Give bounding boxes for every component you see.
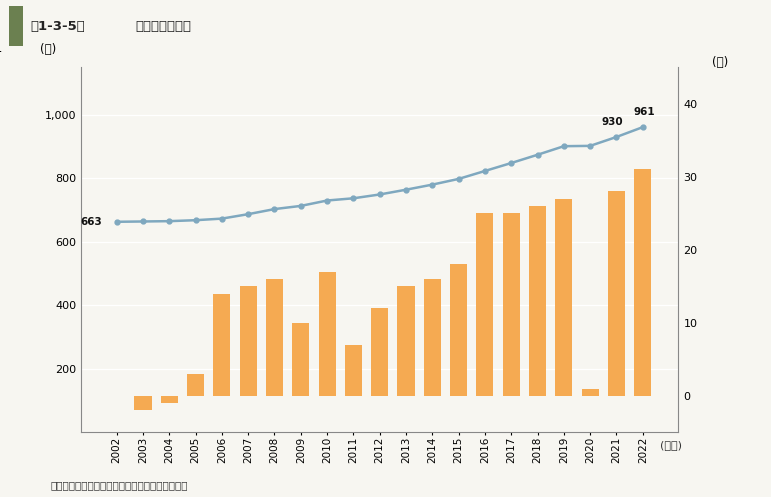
Bar [608, 191, 625, 396]
Bar [555, 199, 572, 396]
Bar [476, 213, 493, 396]
Bar [581, 389, 599, 396]
Bar [292, 323, 309, 396]
Bar [266, 279, 283, 396]
Bar [450, 264, 467, 396]
Bar [318, 272, 335, 396]
Text: 663: 663 [80, 217, 103, 227]
Bar [160, 396, 178, 403]
Text: 資料：厘生労働省「地域別最低賃金の全国一覧」: 資料：厘生労働省「地域別最低賃金の全国一覧」 [50, 480, 187, 490]
Bar [371, 308, 389, 396]
Bar [134, 396, 152, 411]
Bar [424, 279, 441, 396]
Bar [635, 169, 651, 396]
Bar [240, 286, 257, 396]
Y-axis label: (円): (円) [40, 43, 56, 56]
Bar [398, 286, 415, 396]
Text: 961: 961 [633, 107, 655, 117]
Text: (年度): (年度) [660, 440, 682, 450]
Bar [529, 206, 546, 396]
Text: ㅱ1-3-5図: ㅱ1-3-5図 [31, 19, 86, 33]
Bar [9, 6, 23, 46]
Bar [345, 345, 362, 396]
Text: 930: 930 [601, 117, 623, 127]
Text: 最低賃金の推移: 最低賃金の推移 [135, 19, 191, 33]
Bar [503, 213, 520, 396]
Y-axis label: (円): (円) [712, 56, 729, 69]
Bar [214, 294, 231, 396]
Bar [187, 374, 204, 396]
